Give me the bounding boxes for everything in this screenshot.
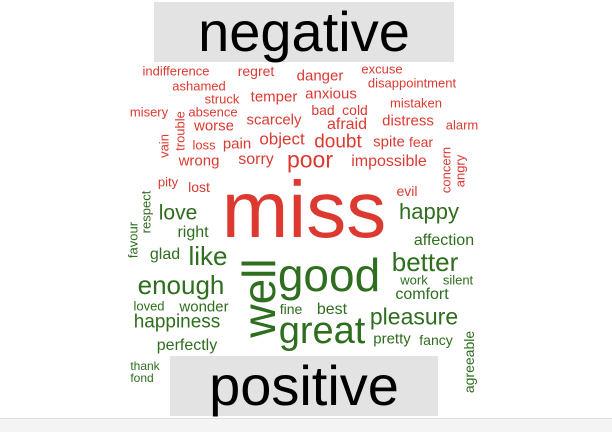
negative-word-temper: temper <box>250 88 298 106</box>
positive-word-happy: happy <box>399 199 459 224</box>
negative-word-anxious: anxious <box>305 85 357 103</box>
positive-word-work: work <box>400 272 428 288</box>
positive-word-fancy: fancy <box>419 332 453 348</box>
positive-word-right: right <box>177 224 209 241</box>
positive-word-glad: glad <box>149 246 181 263</box>
positive-group-label: positive <box>209 354 399 417</box>
positive-word-like: like <box>188 241 228 271</box>
negative-word-struck: struck <box>204 91 240 107</box>
negative-word-alarm: alarm <box>445 117 479 133</box>
negative-word-trouble: trouble <box>172 111 188 151</box>
negative-word-poor: poor <box>286 146 334 173</box>
negative-word-pity: pity <box>157 174 179 190</box>
positive-word-agreeable: agreeable <box>461 330 477 394</box>
negative-label-panel: negative <box>154 2 454 62</box>
negative-word-ashamed: ashamed <box>172 78 226 94</box>
negative-word-concern: concern <box>438 146 454 194</box>
negative-word-worse: worse <box>193 117 235 135</box>
positive-word-fond: fond <box>130 371 154 385</box>
positive-word-pleasure: pleasure <box>369 303 459 330</box>
positive-word-silent: silent <box>442 272 474 288</box>
negative-word-doubt: doubt <box>314 131 362 153</box>
negative-word-impossible: impossible <box>351 153 427 170</box>
negative-word-danger: danger <box>296 67 344 85</box>
positive-word-enough: enough <box>137 270 225 300</box>
negative-word-fear: fear <box>408 134 434 150</box>
positive-word-wonder: wonder <box>179 298 229 316</box>
positive-word-favour: favour <box>125 221 141 259</box>
positive-word-affection: affection <box>413 232 475 249</box>
negative-word-disappointment: disappointment <box>367 75 457 91</box>
negative-word-vain: vain <box>156 134 172 158</box>
positive-word-great: great <box>278 310 366 352</box>
negative-word-spite: spite <box>373 133 405 151</box>
negative-word-wrong: wrong <box>178 152 220 170</box>
bottom-scrollbar-track <box>0 418 612 432</box>
negative-word-scarcely: scarcely <box>246 111 302 129</box>
negative-word-angry: angry <box>452 154 468 188</box>
negative-word-regret: regret <box>237 63 275 79</box>
positive-label-panel: positive <box>170 356 438 416</box>
positive-word-well: well <box>233 258 285 338</box>
negative-word-loss: loss <box>192 137 216 153</box>
negative-word-mistaken: mistaken <box>389 95 443 111</box>
negative-word-indifference: indifference <box>142 63 210 79</box>
negative-word-object: object <box>259 129 305 149</box>
negative-word-afraid: afraid <box>326 116 368 133</box>
positive-word-good: good <box>277 249 381 301</box>
negative-word-misery: misery <box>129 104 169 120</box>
positive-word-respect: respect <box>138 190 154 234</box>
negative-word-distress: distress <box>382 112 434 130</box>
negative-word-pain: pain <box>222 135 252 153</box>
negative-word-excuse: excuse <box>361 61 403 77</box>
positive-word-love: love <box>158 201 198 225</box>
positive-word-comfort: comfort <box>395 286 449 303</box>
negative-group-label: negative <box>198 0 410 63</box>
negative-word-lost: lost <box>188 179 210 195</box>
negative-word-absence: absence <box>188 104 238 120</box>
positive-word-pretty: pretty <box>373 330 411 348</box>
positive-word-better: better <box>391 247 459 277</box>
negative-word-bad: bad <box>311 102 335 118</box>
positive-word-happiness: happiness <box>133 311 221 333</box>
positive-word-thank: thank <box>130 359 160 373</box>
positive-word-best: best <box>316 301 348 318</box>
positive-word-fine: fine <box>279 301 303 317</box>
negative-word-miss: miss <box>221 165 387 254</box>
negative-word-cold: cold <box>342 102 368 118</box>
negative-word-sorry: sorry <box>238 151 274 168</box>
positive-word-perfectly: perfectly <box>156 337 218 354</box>
negative-word-evil: evil <box>396 183 418 199</box>
positive-word-loved: loved <box>133 298 165 314</box>
